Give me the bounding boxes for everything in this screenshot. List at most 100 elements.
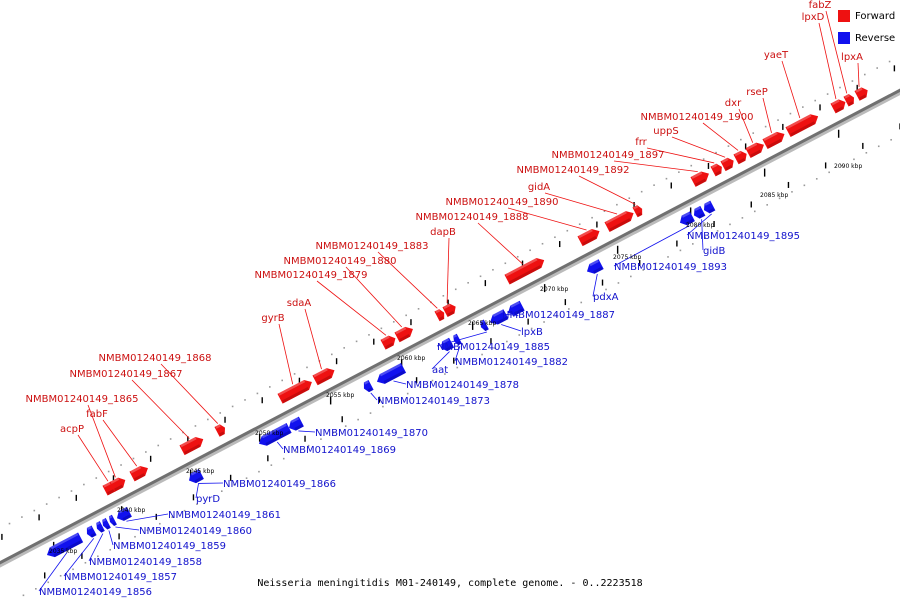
gene-NMBM01240149_1900-body [733,150,747,165]
label-NMBM01240149_1861: NMBM01240149_1861 [168,510,281,521]
gene-NMBM01240149_1879 [380,335,396,350]
gene-acpP-shade [107,488,116,496]
gene-NMBM01240149_1873-highlight [363,380,369,385]
guide-dot [169,438,172,440]
guide-dot [244,399,246,401]
guide-dot [828,171,830,174]
label-NMBM01240149_1890: NMBM01240149_1890 [446,197,559,208]
guide-dot [307,444,310,447]
label-frr: frr [635,137,647,148]
gene-fabZ-shade [848,101,854,107]
gene-NMBM01240149_1865-body [109,477,126,492]
label-pdxA: pdxA [593,292,619,303]
gene-NMBM01240149_1867-shade [184,444,201,455]
gene-fabF [129,466,148,482]
legend-reverse-label: Reverse [855,32,896,44]
gene-NMBM01240149_1870 [288,416,304,431]
gene-NMBM01240149_1897 [690,171,709,187]
gene-NMBM01240149_1865 [109,477,126,492]
gene-NMBM01240149_1861-highlight [118,507,128,514]
guide-dot [853,158,855,161]
label-NMBM01240149_1859: NMBM01240149_1859 [113,541,226,552]
leader-pyrD [195,483,199,499]
gene-NMBM01240149_1895 [703,200,716,214]
guide-dot [231,405,234,408]
gene-NMBM01240149_1858-shade [99,528,104,533]
guide-dot [442,295,445,297]
guide-dot [467,281,469,284]
guide-dot [863,73,866,76]
guide-dot [306,366,308,369]
leader-NMBM01240149_1878 [393,380,407,385]
gene-lpxB-body [489,309,509,325]
gene-lpxD [830,99,846,114]
gene-NMBM01240149_1861-body [116,506,132,521]
reverse-swatch [838,32,850,44]
gene-gidA-highlight [605,211,627,224]
label-NMBM01240149_1858: NMBM01240149_1858 [89,557,202,568]
gene-NMBM01240149_1860 [108,514,117,527]
gene-pdxA-shade [593,266,603,274]
scale-label: 2080 kbp [686,222,714,229]
gene-uppS-shade [725,164,733,171]
label-NMBM01240149_1892: NMBM01240149_1892 [517,165,630,176]
gene-NMBM01240149_1893 [679,211,695,226]
guide-dot [741,217,744,219]
scale-label: 2050 kbp [255,430,283,437]
gene-NMBM01240149_1890-highlight [578,228,593,239]
gene-NMBM01240149_1895-shade [708,208,715,214]
guide-dot [530,327,533,330]
scale-label: 2085 kbp [760,192,788,199]
gene-fabZ [843,94,854,107]
guide-dot [58,496,60,499]
guide-dot [704,236,707,239]
guide-dot [456,366,459,369]
guide-dot [729,223,731,226]
label-fabF: fabF [86,409,108,420]
guide-dot [22,594,25,597]
guide-dot [454,288,457,291]
gene-gyrB-shade [282,387,310,404]
guide-dot [256,392,259,395]
gene-dxr-highlight [746,142,758,150]
gene-lpxA-highlight [855,87,863,93]
gene-NMBM01240149_1865-highlight [110,477,120,484]
gene-NMBM01240149_1880-shade [399,333,411,342]
gene-NMBM01240149_1859-highlight [102,518,106,522]
guide-dot [431,379,434,382]
guide-dot [219,412,222,414]
label-NMBM01240149_1895: NMBM01240149_1895 [687,231,800,242]
label-NMBM01240149_1856: NMBM01240149_1856 [39,587,152,598]
leader-NMBM01240149_1895 [686,213,712,236]
gene-NMBM01240149_1869 [258,423,292,446]
gene-NMBM01240149_1859-shade [105,525,110,530]
guide-dot [803,184,806,187]
gene-NMBM01240149_1860-shade [112,522,117,527]
gene-NMBM01240149_1873-shade [367,387,373,393]
gene-NMBM01240149_1866-shade [194,476,204,484]
gene-NMBM01240149_1865-shade [114,484,124,492]
gene-yaeT-body [785,114,819,137]
gene-NMBM01240149_1893-highlight [681,211,691,218]
leader-NMBM01240149_1883 [377,251,438,309]
guide-dot [753,210,756,213]
guide-dot [630,275,632,278]
genome-caption: Neisseria meningitidis M01-240149, compl… [257,578,643,589]
leader-NMBM01240149_1893 [613,225,690,267]
gene-NMBM01240149_1873-body [363,380,374,393]
gene-lpxD-body [830,99,846,114]
guide-dot [715,151,717,154]
label-dapB: dapB [430,227,456,238]
leader-NMBM01240149_1873 [370,392,378,401]
guide-dot [355,340,358,343]
label-NMBM01240149_1873: NMBM01240149_1873 [377,396,490,407]
leader-uppS [671,136,726,158]
gene-dapB-body [442,303,456,318]
gene-NMBM01240149_1900-highlight [734,150,742,157]
guide-dot [157,444,160,447]
gene-NMBM01240149_1858-body [96,521,105,533]
gene-aat-body [440,337,455,352]
guide-dot [764,125,767,128]
legend: Forward Reverse [838,8,900,52]
guide-dot [653,184,655,186]
